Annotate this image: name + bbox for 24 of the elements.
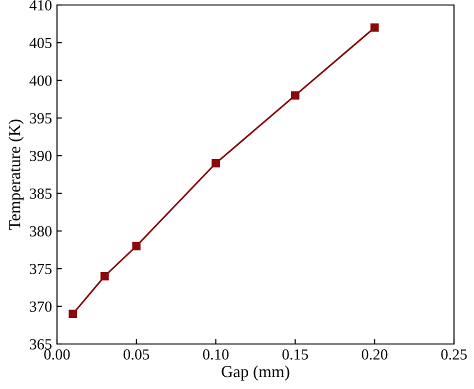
- y-tick-label: 385: [30, 188, 52, 199]
- point: [291, 91, 300, 100]
- x-tick-label: 0.05: [124, 349, 150, 360]
- y-tick-label: 405: [30, 38, 52, 48]
- point: [370, 23, 379, 32]
- point: [100, 272, 109, 280]
- y-tick-label: 375: [30, 264, 52, 274]
- y-tick-label: 380: [30, 226, 52, 236]
- x-tick-label: 0.10: [203, 349, 229, 360]
- x-axis-title: Gap (mm): [222, 365, 290, 381]
- x-tick-label: 0.00: [44, 349, 70, 360]
- point: [68, 310, 78, 318]
- x-tick-label: 0.15: [282, 349, 308, 360]
- y-axis-title: Temperature (K): [8, 120, 24, 230]
- y-tick-label: 410: [30, 0, 52, 10]
- y-tick-label: 395: [30, 113, 52, 124]
- y-tick-label: 365: [30, 339, 52, 350]
- point: [132, 242, 141, 250]
- y-tick-label: 370: [30, 301, 52, 312]
- x-tick-label: 0.20: [362, 349, 388, 360]
- x-tick-label: 0.25: [441, 349, 467, 360]
- y-tick-label: 400: [30, 75, 52, 86]
- point: [212, 159, 220, 168]
- y-tick-label: 390: [30, 150, 52, 162]
